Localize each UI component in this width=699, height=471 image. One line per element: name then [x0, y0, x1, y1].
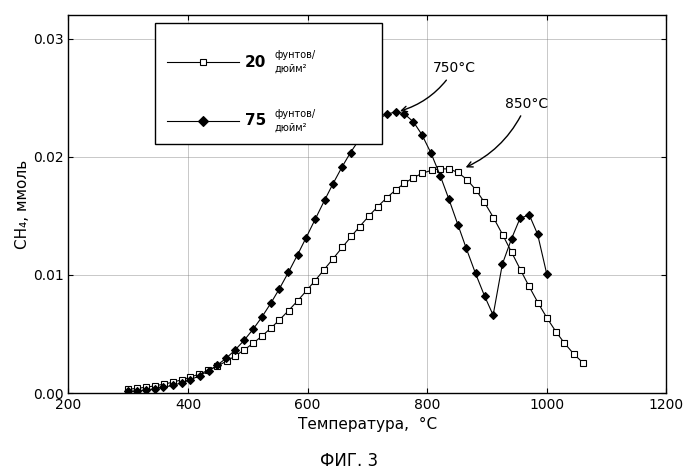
- Text: 20: 20: [245, 55, 266, 70]
- Text: 850°C: 850°C: [467, 97, 548, 167]
- Text: 750°C: 750°C: [401, 61, 476, 112]
- Text: дюйм²: дюйм²: [275, 64, 308, 74]
- Text: фунтов/: фунтов/: [275, 109, 316, 119]
- Y-axis label: CH₄, ммоль: CH₄, ммоль: [15, 159, 30, 249]
- Text: 75: 75: [245, 114, 266, 128]
- X-axis label: Температура,  °C: Температура, °C: [298, 417, 437, 432]
- Text: фунтов/: фунтов/: [275, 50, 316, 60]
- Text: ФИГ. 3: ФИГ. 3: [320, 452, 379, 470]
- FancyBboxPatch shape: [155, 23, 382, 144]
- Text: дюйм²: дюйм²: [275, 123, 308, 133]
